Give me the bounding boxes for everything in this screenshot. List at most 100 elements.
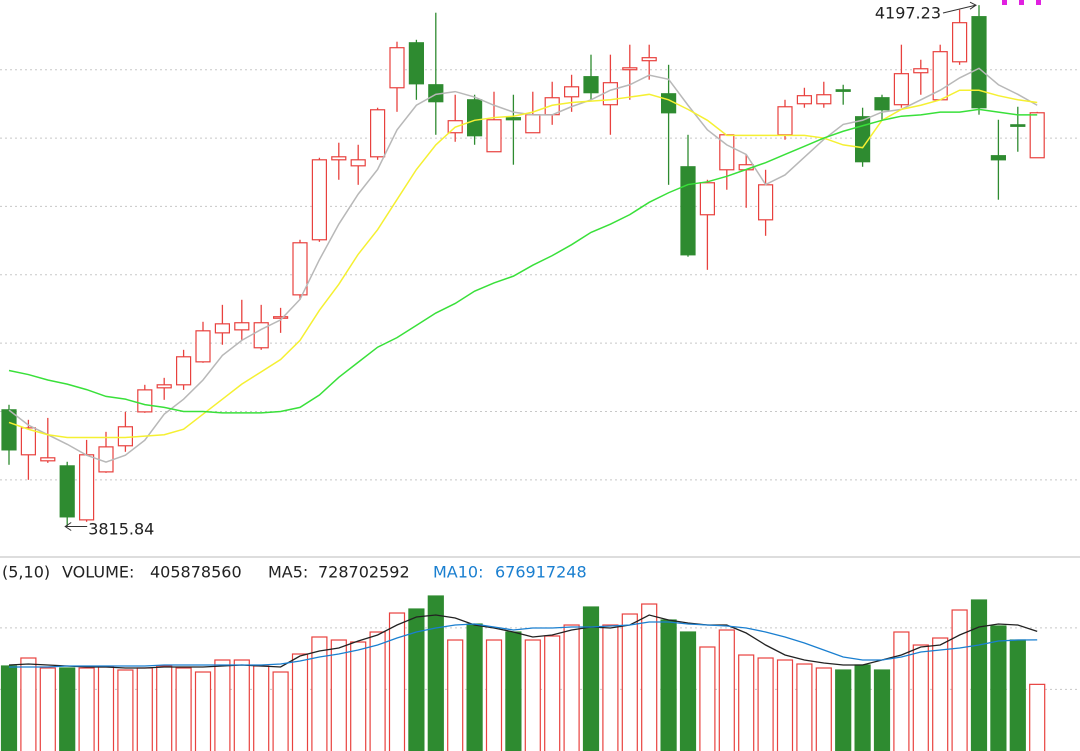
volume-bar xyxy=(699,646,716,751)
volume-bar xyxy=(59,667,76,751)
candle-body xyxy=(602,82,619,106)
candle-body xyxy=(854,116,871,163)
candle-body xyxy=(757,184,774,221)
candle-body xyxy=(331,156,347,161)
volume-bar xyxy=(388,612,406,751)
volume-bar xyxy=(97,666,115,751)
candle-body xyxy=(893,73,910,106)
volume-bar xyxy=(893,631,910,751)
candle-body xyxy=(311,159,327,241)
candle-body xyxy=(350,159,366,167)
low-annotation: 3815.84 xyxy=(88,520,154,539)
candle-body xyxy=(971,16,987,109)
candle-body xyxy=(78,454,95,521)
volume-bar xyxy=(272,671,289,751)
volume-bar xyxy=(466,623,483,751)
candle-body xyxy=(176,356,192,386)
candle-body xyxy=(486,119,502,153)
candle-body xyxy=(253,322,269,349)
candle-body xyxy=(156,384,172,389)
volume-ma-line xyxy=(8,614,1038,669)
volume-bar xyxy=(932,637,949,751)
annotation-arrow xyxy=(942,1,977,14)
volume-bar xyxy=(78,667,95,751)
volume-bar xyxy=(970,599,988,751)
volume-bar xyxy=(156,665,173,751)
volume-bar xyxy=(175,667,192,751)
candle-body xyxy=(137,389,153,413)
high-annotation: 4197.23 xyxy=(875,4,941,23)
volume-bar xyxy=(990,625,1007,751)
candle-body xyxy=(389,47,405,89)
ma5-label: MA5: xyxy=(268,563,308,582)
volume-params: (5,10) xyxy=(2,563,50,582)
candle-body xyxy=(660,93,677,114)
volume-bar xyxy=(20,657,37,751)
ma-line xyxy=(8,67,1038,463)
marker xyxy=(1019,0,1024,5)
ma10-label: MA10: xyxy=(433,563,484,582)
candle-body xyxy=(913,68,929,74)
volume-bar xyxy=(427,595,444,751)
candle-body xyxy=(699,182,716,216)
marker xyxy=(1036,0,1041,5)
volume-bar xyxy=(660,619,677,751)
volume-bar xyxy=(311,636,328,751)
candle-body xyxy=(990,155,1007,161)
marker xyxy=(1002,0,1007,5)
volume-bar xyxy=(951,609,968,751)
volume-ma-line xyxy=(9,621,1038,668)
candle-body xyxy=(1029,112,1045,159)
volume-label: VOLUME: xyxy=(62,563,134,582)
volume-bar xyxy=(136,667,153,751)
candle-body xyxy=(719,134,735,171)
volume-bar xyxy=(214,659,231,751)
candle-body xyxy=(370,109,386,158)
volume-bar xyxy=(582,606,600,751)
volume-bar xyxy=(679,631,697,751)
candle-body xyxy=(505,117,521,121)
volume-bar xyxy=(544,635,561,751)
volume-bar xyxy=(505,631,522,751)
candle-body xyxy=(951,22,968,63)
candle-body xyxy=(98,446,114,473)
candle-body xyxy=(680,166,696,256)
volume-bar xyxy=(194,671,212,751)
volume-bar xyxy=(912,644,929,751)
volume-bar xyxy=(408,608,425,751)
volume-value: 405878560 xyxy=(150,563,242,582)
volume-bar xyxy=(602,624,619,751)
candle-body xyxy=(641,57,657,62)
volume-bar xyxy=(718,629,735,751)
ma5-value: 728702592 xyxy=(318,563,410,582)
volume-bar xyxy=(757,657,774,751)
volume-bar xyxy=(369,631,386,751)
volume-bar xyxy=(641,603,658,751)
candle-body xyxy=(273,316,289,319)
candle-body xyxy=(408,42,424,85)
candle-body xyxy=(777,106,793,136)
volume-bar xyxy=(621,613,638,751)
volume-bar xyxy=(253,665,270,751)
volume-bar xyxy=(563,624,580,751)
candle-body xyxy=(1010,124,1026,127)
volume-bar xyxy=(738,654,755,751)
ma-line xyxy=(8,108,1038,414)
candle-body xyxy=(622,67,638,71)
annotation-arrow xyxy=(64,522,88,531)
volume-bar xyxy=(39,667,56,751)
volume-bar xyxy=(854,664,871,751)
volume-bar xyxy=(485,639,503,751)
volume-bar xyxy=(873,669,891,751)
volume-bar xyxy=(350,641,367,751)
candle-body xyxy=(1,409,17,451)
candle-body xyxy=(20,427,36,456)
candle-body xyxy=(874,97,890,111)
ma10-value: 676917248 xyxy=(495,563,587,582)
volume-bar xyxy=(796,663,813,751)
volume-bar xyxy=(233,659,250,751)
candle-body xyxy=(467,99,483,137)
volume-bar xyxy=(117,669,134,751)
